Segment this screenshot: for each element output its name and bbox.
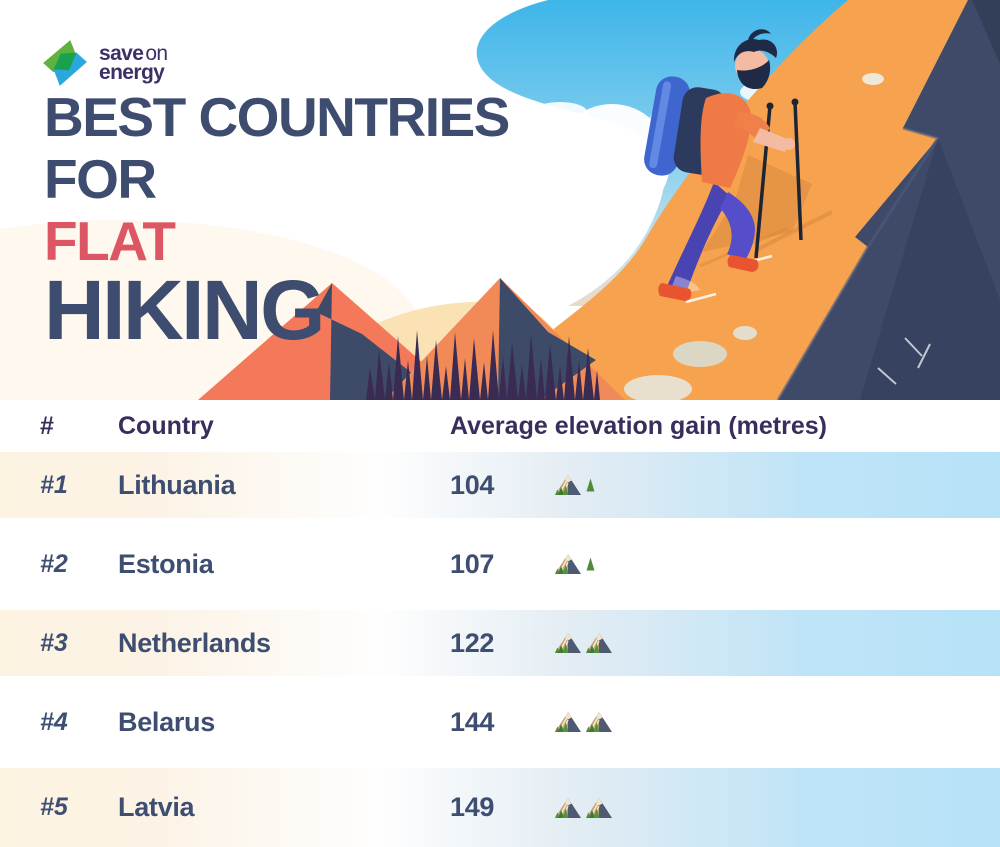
logo-word-on: on [145,41,168,65]
mountain-icon [586,712,612,732]
rank-label: #3 [40,628,68,657]
table-header: # Country Average elevation gain (metres… [0,400,1000,452]
country-label: Estonia [118,548,214,579]
elevation-value: 104 [450,469,495,500]
rank-label: #4 [40,707,68,736]
mountain-icons [555,711,612,733]
logo-word-save: save [99,41,144,65]
hiker-shadow [702,155,812,252]
pole-shadow [755,210,833,252]
header-value: Average elevation gain (metres) [450,411,827,440]
tree-icon [586,557,595,571]
mountain-shade [316,283,446,400]
trees [366,330,600,400]
mountain-icons [555,474,595,496]
mountain-icon [555,633,581,653]
rock [733,326,757,340]
footprint-mark [685,292,717,304]
mountain-icons [555,632,612,654]
saveonenergy-logo-text: saveon energy [99,41,168,84]
country-label: Netherlands [118,627,271,658]
cliff-facet [972,0,1000,64]
mountain-icon [586,797,612,818]
elevation-value: 107 [450,548,495,579]
cloud [554,104,670,220]
header-country: Country [118,411,214,440]
page-title: BEST COUNTRIES FOR FLAT HIKING [44,86,510,358]
title-line-1: BEST COUNTRIES [44,86,510,148]
hiker [644,29,803,301]
rock [862,73,884,85]
ranking-table: # Country Average elevation gain (metres… [0,400,1000,847]
mountain-icon [555,554,581,574]
table-row: #5 Latvia 149 [0,768,1000,847]
elevation-value: 122 [450,627,495,658]
table-row: #1 Lithuania 104 [0,452,1000,518]
rock [624,375,692,400]
elevation-value: 149 [450,792,495,822]
mountain-icon [555,712,581,732]
rank-label: #2 [40,549,68,578]
hiking-illustration [0,0,1000,400]
mountain-icon [555,797,581,818]
country-label: Belarus [118,706,215,737]
tree-icon [586,478,595,492]
cloud [533,102,587,122]
table-row: #4 Belarus 144 [0,689,1000,755]
rank-label: #1 [40,470,68,499]
cliff-edge [776,126,941,400]
cliff-scratches [877,337,931,385]
hero-section: saveon energy BEST COUNTRIES FOR FLAT HI… [0,0,1000,400]
rank-label: #5 [40,793,68,821]
title-line-2-prefix: FOR [44,148,157,211]
mountain-icon [555,475,581,495]
mountain-icons [555,553,595,575]
logo-word-energy: energy [99,61,165,84]
country-label: Lithuania [118,469,236,500]
mountain-icons [555,797,612,819]
title-line-2-accent: FLAT [44,210,176,273]
title-line-2: FOR FLAT [44,148,509,272]
rock [673,341,727,367]
table-row: #3 Netherlands 122 [0,610,1000,676]
header-rank: # [40,411,54,440]
table-row: #2 Estonia 107 [0,531,1000,597]
cliff-facet [860,138,1000,400]
saveonenergy-logo: saveon energy [40,38,168,88]
country-label: Latvia [118,792,195,822]
saveonenergy-logo-icon [43,40,87,86]
title-line-3: HIKING [44,263,325,358]
elevation-value: 144 [450,706,495,737]
mountain-icon [586,633,612,653]
